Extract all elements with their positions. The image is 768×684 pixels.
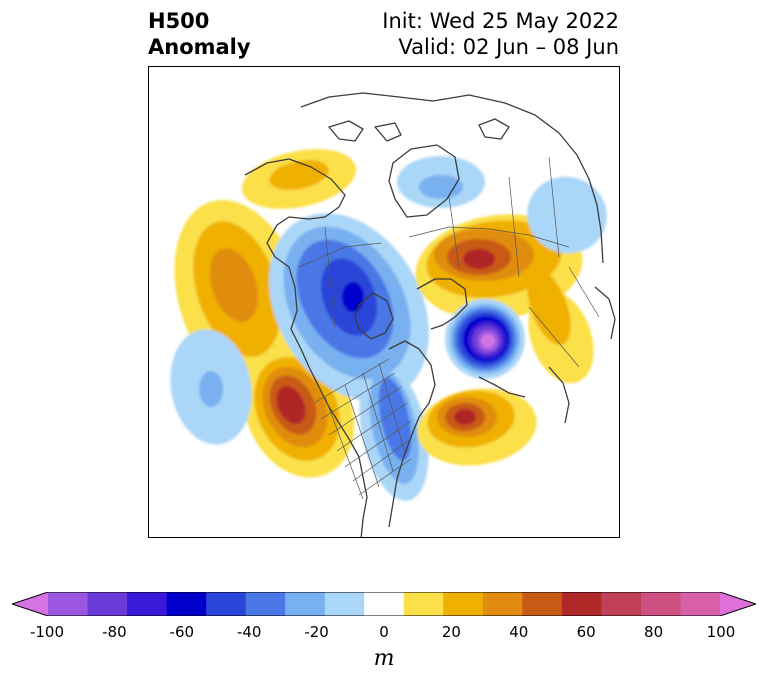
colorbar-segment bbox=[482, 592, 523, 616]
colorbar-tick-label: -80 bbox=[102, 623, 127, 641]
colorbar-segment bbox=[127, 592, 168, 616]
colorbar-tick-label: 80 bbox=[644, 623, 664, 641]
colorbar-tick-label: 60 bbox=[576, 623, 596, 641]
colorbar-segments bbox=[48, 592, 721, 616]
colorbar-segment bbox=[443, 592, 484, 616]
colorbar-units: m bbox=[373, 646, 395, 671]
colorbar-tick-label: 20 bbox=[441, 623, 461, 641]
colorbar-segment bbox=[640, 592, 681, 616]
colorbar-tick-label: -40 bbox=[236, 623, 262, 641]
colorbar-ticks: -100 -80 -60 -40 -20 0 20 40 60 80 100 bbox=[0, 623, 768, 645]
colorbar-segment bbox=[206, 592, 247, 616]
colorbar-tick-label: 40 bbox=[509, 623, 529, 641]
colorbar-segment bbox=[87, 592, 128, 616]
colorbar-segment bbox=[680, 592, 721, 616]
anomaly-map bbox=[148, 66, 620, 538]
colorbar-segment bbox=[285, 592, 326, 616]
colorbar-tick-label: -100 bbox=[29, 623, 65, 641]
colorbar-tick-label: -60 bbox=[169, 623, 195, 641]
colorbar-tick-label: -20 bbox=[304, 623, 329, 641]
valid-period: Init: Wed 25 May 2022 Valid: 02 Jun – 08… bbox=[382, 8, 619, 60]
negative-anomaly-canada bbox=[269, 213, 429, 501]
colorbar-segment bbox=[324, 592, 365, 616]
colorbar-segment bbox=[561, 592, 602, 616]
colorbar-extend-high bbox=[720, 592, 756, 616]
coastlines bbox=[244, 92, 616, 537]
title-line-1: H500 bbox=[148, 9, 210, 33]
colorbar-segment bbox=[364, 592, 405, 616]
valid-range: Valid: 02 Jun – 08 Jun bbox=[398, 35, 619, 59]
positive-anomaly-siberia bbox=[415, 214, 594, 384]
negative-anomaly-ne-asia bbox=[527, 176, 607, 254]
negative-anomaly-arctic bbox=[397, 156, 485, 208]
map-svg bbox=[149, 92, 616, 537]
colorbar-tick-label: 100 bbox=[706, 623, 736, 641]
political-borders bbox=[298, 156, 600, 500]
colorbar-segment bbox=[522, 592, 563, 616]
positive-anomaly-atlantic bbox=[417, 388, 537, 466]
init-date: Init: Wed 25 May 2022 bbox=[382, 9, 619, 33]
anomaly-fields bbox=[149, 149, 607, 501]
colorbar-segment bbox=[601, 592, 642, 616]
colorbar-tick-label: 0 bbox=[379, 623, 389, 641]
chart-title: H500 Anomaly bbox=[148, 8, 251, 60]
colorbar-extend-low bbox=[12, 592, 48, 616]
title-line-2: Anomaly bbox=[148, 35, 251, 59]
negative-anomaly-europe bbox=[445, 299, 525, 379]
colorbar-segment bbox=[403, 592, 444, 616]
colorbar bbox=[12, 592, 756, 616]
colorbar-segment bbox=[48, 592, 89, 616]
negative-anomaly-pacific bbox=[170, 329, 252, 445]
colorbar-segment bbox=[166, 592, 207, 616]
colorbar-segment bbox=[245, 592, 286, 616]
positive-anomaly-north bbox=[241, 149, 357, 209]
positive-anomaly-west-coast bbox=[243, 346, 355, 478]
